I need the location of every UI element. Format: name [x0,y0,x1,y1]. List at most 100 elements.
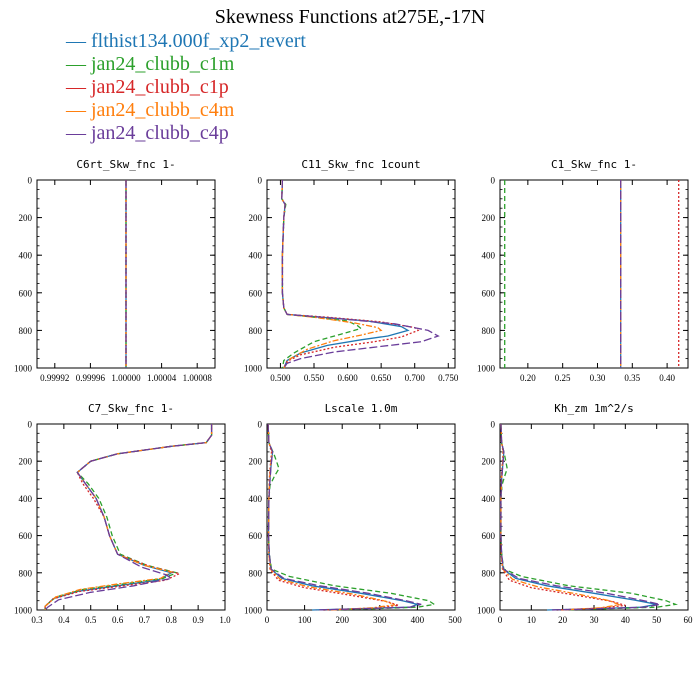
x-tick-label: 0.5 [85,615,97,625]
figure-title: Skewness Functions at275E,-17N [214,6,486,28]
y-tick-label: 0 [28,176,33,186]
y-tick-label: 200 [482,213,496,223]
panel-title-4: Lscale 1.0m [325,402,398,415]
x-tick-label: 300 [373,615,387,625]
series-line-1 [281,179,363,369]
panel-title-5: Kh_zm 1m^2/s [554,402,633,415]
y-tick-label: 800 [19,568,33,578]
y-tick-label: 400 [19,494,33,504]
x-tick-label: 0.99992 [40,373,69,383]
x-tick-label: 0.750 [438,373,459,383]
x-tick-label: 0.500 [270,373,291,383]
y-tick-label: 600 [482,531,496,541]
x-tick-label: 20 [558,615,568,625]
series-line-4 [44,424,213,611]
panel-title-0: C6rt_Skw_fnc 1- [76,158,175,171]
series-line-3 [500,423,622,611]
x-tick-label: 0.30 [590,373,606,383]
plot-frame [499,423,689,611]
x-tick-label: 50 [652,615,662,625]
series-line-4 [500,423,660,611]
y-tick-label: 600 [19,288,33,298]
y-tick-label: 400 [19,251,33,261]
y-tick-label: 0 [491,176,496,186]
x-tick-label: 0.550 [304,373,325,383]
series-line-2 [500,423,626,611]
legend-entry-4: — jan24_clubb_c4p [66,122,229,144]
x-tick-label: 0.3 [31,615,43,625]
y-tick-label: 0 [258,176,263,186]
legend-entry-0: — flthist134.000f_xp2_revert [66,30,306,52]
x-tick-label: 100 [298,615,312,625]
y-tick-label: 800 [482,326,496,336]
y-tick-label: 400 [249,251,263,261]
y-tick-label: 600 [19,531,33,541]
panel-1: C11_Skw_fnc 1count 0 200 400 600 800 1000 0.500… [244,158,459,383]
y-tick-label: 400 [482,251,496,261]
x-tick-label: 0.7 [139,615,151,625]
x-tick-label: 40 [621,615,631,625]
y-tick-label: 200 [482,457,496,467]
y-tick-label: 800 [482,568,496,578]
x-tick-label: 1.00008 [183,373,213,383]
y-tick-label: 400 [249,494,263,504]
x-tick-label: 0.9 [193,615,205,625]
x-tick-label: 0 [265,615,270,625]
y-tick-label: 1000 [14,364,33,374]
x-tick-label: 1.00000 [111,373,141,383]
series-line-3 [281,179,383,369]
legend-entry-2: — jan24_clubb_c1p [66,76,229,98]
x-tick-label: 1.0 [219,615,231,625]
x-tick-label: 0.6 [112,615,124,625]
panel-title-1: C11_Skw_fnc 1count [301,158,420,171]
series-line-2 [267,423,399,611]
x-tick-label: 0.600 [337,373,358,383]
y-tick-label: 1000 [477,364,496,374]
y-tick-label: 800 [249,568,263,578]
y-tick-label: 0 [28,420,33,430]
series-line-1 [267,423,437,611]
series-line-1 [500,423,678,611]
x-tick-label: 10 [527,615,537,625]
y-tick-label: 200 [249,213,263,223]
y-tick-label: 0 [491,420,496,430]
y-tick-label: 200 [19,213,33,223]
y-tick-label: 0 [258,420,263,430]
y-tick-label: 200 [19,457,33,467]
series-line-3 [44,424,213,610]
x-tick-label: 30 [590,615,600,625]
x-tick-label: 0.650 [371,373,392,383]
x-tick-label: 60 [684,615,694,625]
x-tick-label: 1.00004 [147,373,177,383]
panel-title-2: C1_Skw_fnc 1- [551,158,637,171]
x-tick-label: 0.99996 [76,373,106,383]
x-tick-label: 500 [448,615,462,625]
legend: — flthist134.000f_xp2_revert — jan24_clu… [66,30,306,145]
y-tick-label: 200 [249,457,263,467]
y-tick-label: 1000 [244,364,263,374]
y-tick-label: 400 [482,494,496,504]
y-tick-label: 800 [249,326,263,336]
x-tick-label: 0.8 [166,615,178,625]
series-line-4 [267,423,422,611]
y-tick-label: 800 [19,326,33,336]
y-tick-label: 600 [249,531,263,541]
series-line-3 [267,423,396,611]
y-tick-label: 1000 [244,606,263,616]
plot-frame [499,179,689,369]
x-tick-label: 200 [335,615,349,625]
x-tick-label: 400 [411,615,425,625]
x-tick-label: 0.700 [405,373,426,383]
y-tick-label: 600 [482,288,496,298]
legend-entry-1: — jan24_clubb_c1m [66,53,235,75]
x-tick-label: 0.40 [659,373,675,383]
series-line-0 [281,179,410,369]
series-line-4 [281,179,440,369]
series-line-2 [281,179,420,369]
panel-title-3: C7_Skw_fnc 1- [88,402,174,415]
y-tick-label: 1000 [477,606,496,616]
panel-0: C6rt_Skw_fnc 1- 0 200 400 600 800 1000 0.99992 0… [14,158,216,383]
